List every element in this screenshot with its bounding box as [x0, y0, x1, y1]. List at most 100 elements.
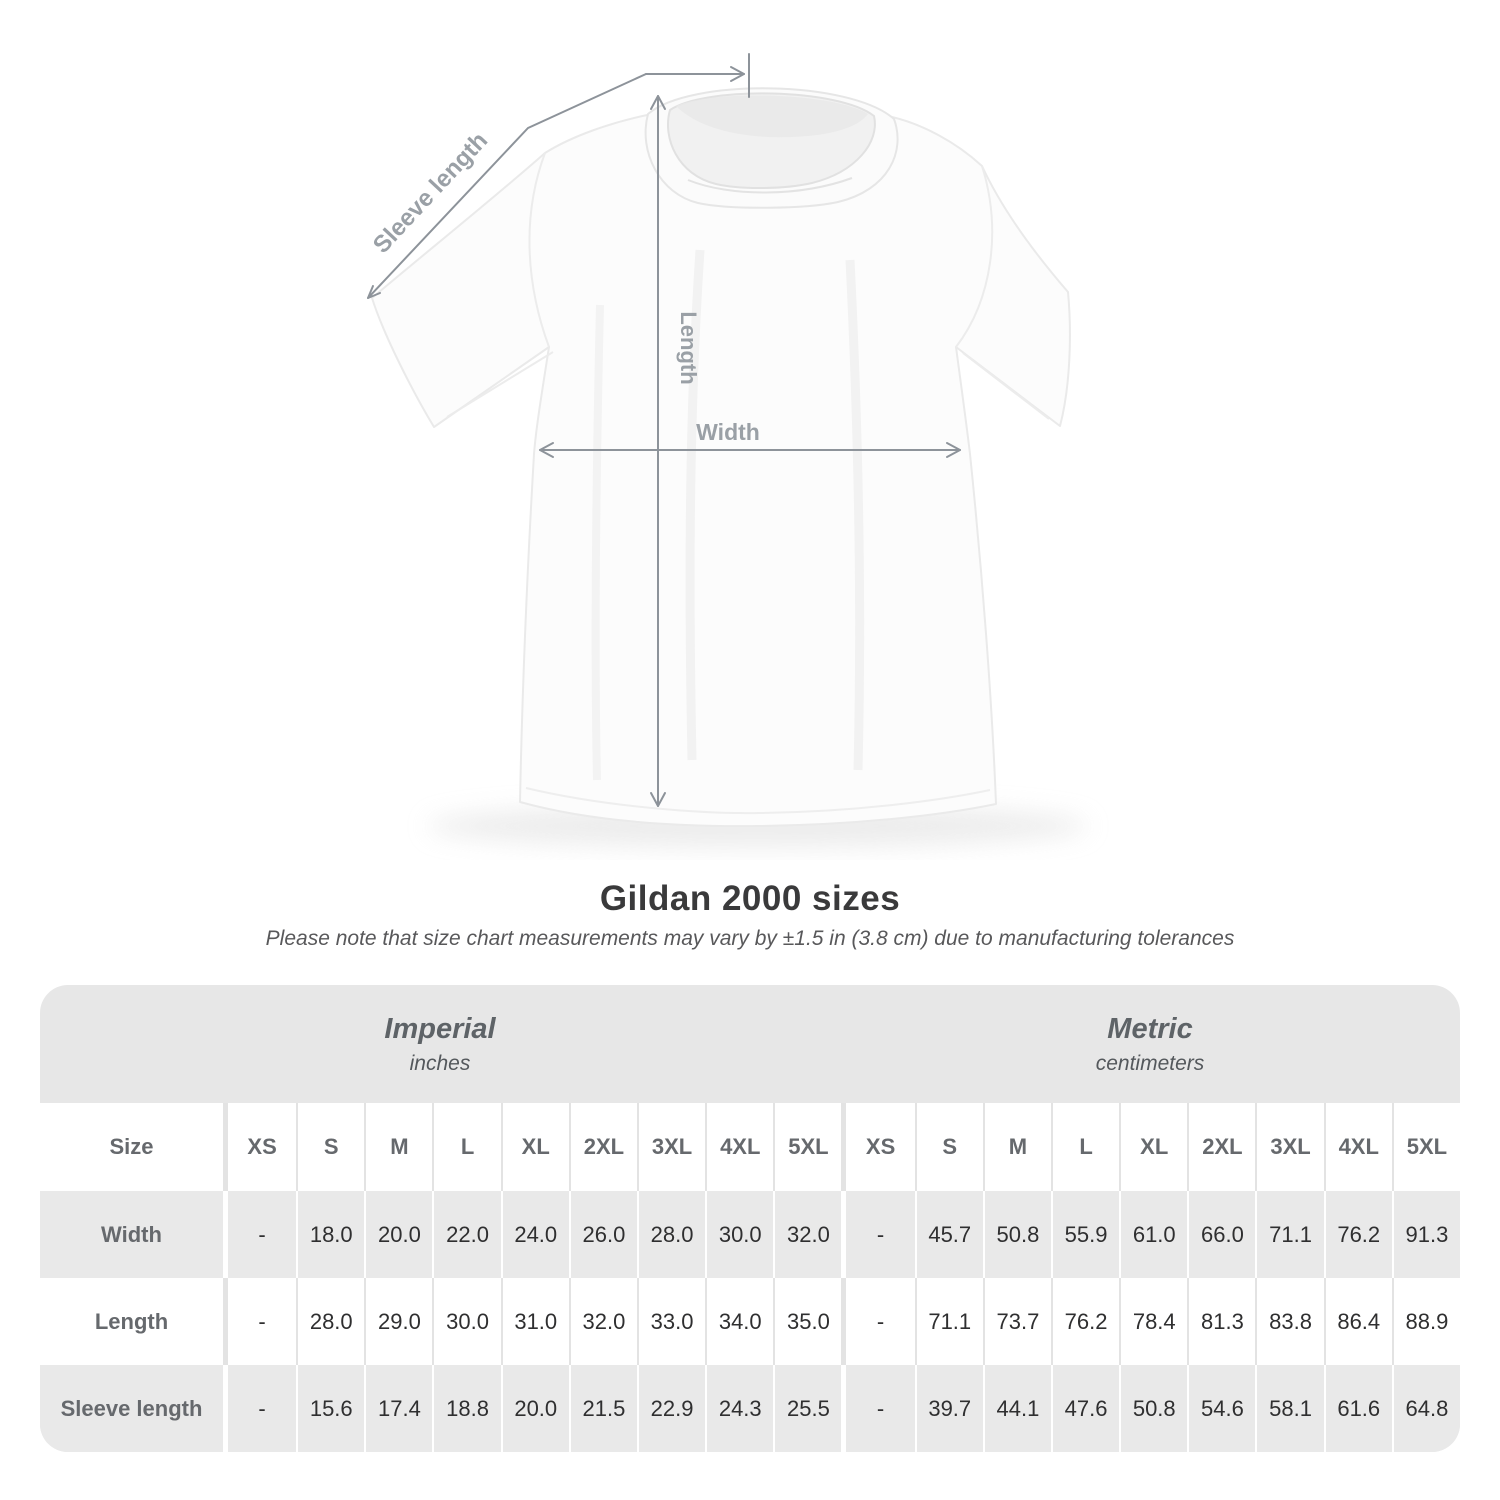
value-cell: 29.0: [364, 1278, 433, 1365]
value-cell: 54.6: [1187, 1365, 1256, 1452]
value-cell: 76.2: [1050, 1278, 1120, 1365]
value-cell: 22.0: [432, 1191, 501, 1278]
imperial-section-header: Imperial inches: [40, 985, 840, 1103]
value-cell: 44.1: [982, 1365, 1051, 1452]
value-cell: 81.3: [1187, 1278, 1256, 1365]
section-divider: [841, 1365, 847, 1452]
value-cell: 25.5: [773, 1365, 842, 1452]
value-cell: 32.0: [773, 1191, 842, 1278]
value-cell: 17.4: [364, 1365, 433, 1452]
value-cell: 31.0: [500, 1278, 569, 1365]
table-row: Size XS S M L XL 2XL 3XL 4XL 5XL XS S M L XL 2XL 3XL 4XL 5…: [40, 1103, 1460, 1191]
section-divider: [841, 1278, 847, 1365]
value-cell: 50.8: [1119, 1365, 1188, 1452]
size-header-cell: XL: [1119, 1103, 1188, 1191]
metric-heading: Metric: [1107, 1012, 1193, 1045]
value-cell: 45.7: [914, 1191, 983, 1278]
metric-section-header: Metric centimeters: [840, 985, 1460, 1103]
value-cell: 32.0: [568, 1278, 637, 1365]
value-cell: -: [846, 1278, 915, 1365]
value-cell: 33.0: [636, 1278, 706, 1365]
value-cell: 83.8: [1255, 1278, 1324, 1365]
section-divider: [223, 1278, 228, 1365]
value-cell: 64.8: [1391, 1365, 1460, 1452]
value-cell: 61.0: [1119, 1191, 1188, 1278]
value-cell: 66.0: [1187, 1191, 1256, 1278]
value-cell: 28.0: [636, 1191, 706, 1278]
size-header-cell: 2XL: [568, 1103, 637, 1191]
value-cell: 22.9: [636, 1365, 706, 1452]
size-header-cell: XL: [500, 1103, 569, 1191]
value-cell: 35.0: [773, 1278, 842, 1365]
value-cell: 15.6: [296, 1365, 365, 1452]
page-title: Gildan 2000 sizes: [599, 879, 901, 918]
value-cell: 61.6: [1323, 1365, 1392, 1452]
size-header-cell: 3XL: [1255, 1103, 1324, 1191]
size-header-cell: M: [364, 1103, 433, 1191]
value-cell: 91.3: [1391, 1191, 1460, 1278]
size-header-cell: S: [296, 1103, 365, 1191]
value-cell: -: [846, 1365, 915, 1452]
section-divider: [223, 1365, 228, 1452]
section-divider: [223, 1191, 228, 1278]
size-header-cell: XS: [228, 1103, 297, 1191]
collar: [644, 87, 899, 209]
size-header-cell: 4XL: [1323, 1103, 1392, 1191]
width-arrow: [539, 442, 961, 458]
value-cell: 55.9: [1050, 1191, 1120, 1278]
value-cell: 18.0: [296, 1191, 365, 1278]
size-header-cell: 5XL: [773, 1103, 842, 1191]
unit-header-band: Imperial inches Metric centimeters: [40, 985, 1460, 1103]
imperial-heading: Imperial: [384, 1012, 496, 1045]
tshirt-size-diagram: Sleeve length Length Width: [367, 53, 1088, 848]
metric-subheading: centimeters: [1095, 1051, 1205, 1075]
value-cell: 88.9: [1391, 1278, 1460, 1365]
value-cell: 24.3: [705, 1365, 774, 1452]
section-divider: [223, 1103, 228, 1191]
size-header-cell: 3XL: [636, 1103, 706, 1191]
sleeve-length-arrow: [367, 53, 750, 299]
value-cell: 73.7: [982, 1278, 1051, 1365]
row-label: Width: [40, 1191, 223, 1278]
value-cell: 50.8: [982, 1191, 1051, 1278]
value-cell: 58.1: [1255, 1365, 1324, 1452]
table-row: Sleeve length -15.6 17.4 18.8 20.0 21.5 22.9 24…: [40, 1365, 1460, 1452]
value-cell: 86.4: [1323, 1278, 1392, 1365]
value-cell: 76.2: [1323, 1191, 1392, 1278]
table-row: Length -28.0 29.0 30.0 31.0 32.0 33.0 34.0 35.0-…: [40, 1278, 1460, 1365]
value-cell: 24.0: [500, 1191, 569, 1278]
value-cell: 78.4: [1119, 1278, 1188, 1365]
tshirt-image: [371, 87, 1071, 828]
value-cell: 20.0: [500, 1365, 569, 1452]
size-header-cell: L: [1050, 1103, 1120, 1191]
value-cell: 20.0: [364, 1191, 433, 1278]
value-cell: 30.0: [705, 1191, 774, 1278]
row-label: Sleeve length: [40, 1365, 223, 1452]
size-corner-label: Size: [40, 1103, 223, 1191]
value-cell: -: [228, 1278, 297, 1365]
value-cell: 71.1: [1255, 1191, 1324, 1278]
value-cell: 21.5: [568, 1365, 637, 1452]
value-cell: -: [228, 1365, 297, 1452]
value-cell: 47.6: [1050, 1365, 1120, 1452]
size-header-cell: 2XL: [1187, 1103, 1256, 1191]
size-header-cell: S: [914, 1103, 983, 1191]
row-label: Length: [40, 1278, 223, 1365]
table-body: Size XS S M L XL 2XL 3XL 4XL 5XL XS S M L XL 2XL 3XL 4XL 5…: [40, 1103, 1460, 1452]
size-header-cell: M: [982, 1103, 1051, 1191]
value-cell: -: [846, 1191, 915, 1278]
section-divider: [841, 1191, 847, 1278]
value-cell: 28.0: [296, 1278, 365, 1365]
imperial-subheading: inches: [409, 1051, 471, 1075]
value-cell: 26.0: [568, 1191, 637, 1278]
value-cell: 34.0: [705, 1278, 774, 1365]
value-cell: 18.8: [432, 1365, 501, 1452]
section-divider: [841, 1103, 847, 1191]
table-row: Width -18.0 20.0 22.0 24.0 26.0 28.0 30.0 32.0-4…: [40, 1191, 1460, 1278]
value-cell: -: [228, 1191, 297, 1278]
value-cell: 39.7: [914, 1365, 983, 1452]
size-header-cell: 4XL: [705, 1103, 774, 1191]
value-cell: 71.1: [914, 1278, 983, 1365]
length-label: Length: [676, 311, 701, 384]
size-header-cell: L: [432, 1103, 501, 1191]
